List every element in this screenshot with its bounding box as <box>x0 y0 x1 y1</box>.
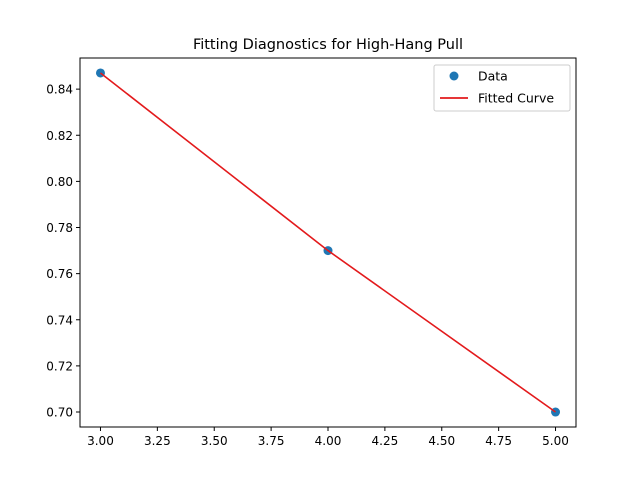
legend-box <box>433 64 571 112</box>
y-tick-label: 0.84 <box>46 83 73 97</box>
x-tick-label: 3.00 <box>87 434 114 448</box>
plot-frame <box>79 57 577 428</box>
x-tick-label: 4.00 <box>315 434 342 448</box>
y-tick-label: 0.70 <box>46 406 73 420</box>
x-axis: 3.00 3.25 3.50 3.75 4.00 4.25 4.50 4.75 5.00 <box>87 427 569 448</box>
y-tick-label: 0.82 <box>46 129 73 143</box>
chart-title: Fitting Diagnostics for High-Hang Pull <box>193 37 463 53</box>
y-axis: 0.70 0.72 0.74 0.76 0.78 0.80 0.82 0.84 <box>46 83 80 420</box>
x-tick-label: 4.25 <box>372 434 399 448</box>
x-tick-label: 3.75 <box>258 434 285 448</box>
x-tick-label: 5.00 <box>542 434 569 448</box>
legend-label-data: Data <box>478 69 508 84</box>
legend: Data Fitted Curve <box>433 64 571 112</box>
legend-label-fitted: Fitted Curve <box>478 91 554 106</box>
x-tick-label: 3.50 <box>201 434 228 448</box>
y-tick-label: 0.72 <box>46 359 73 373</box>
x-tick-label: 4.75 <box>485 434 512 448</box>
y-tick-label: 0.76 <box>46 267 73 281</box>
fitted-curve-line <box>99 72 556 413</box>
plot-area <box>95 68 561 417</box>
legend-marker-data <box>449 71 459 81</box>
y-tick-label: 0.78 <box>46 221 73 235</box>
y-tick-label: 0.74 <box>46 313 73 327</box>
y-tick-label: 0.80 <box>46 175 73 189</box>
x-tick-label: 3.25 <box>144 434 171 448</box>
x-tick-label: 4.50 <box>428 434 455 448</box>
